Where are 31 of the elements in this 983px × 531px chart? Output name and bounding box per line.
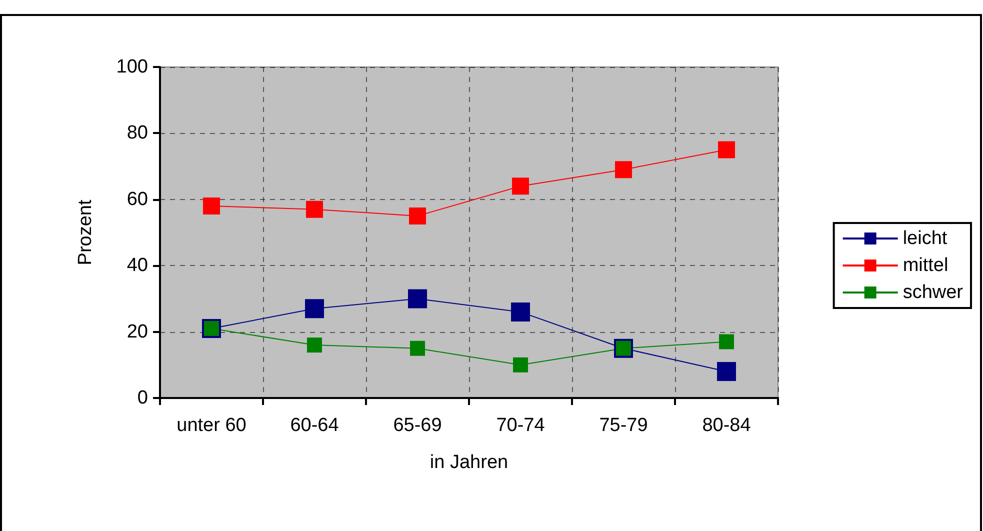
y-tick-label: 60 xyxy=(126,188,148,210)
point xyxy=(203,198,220,215)
x-tick-label: 70-74 xyxy=(496,415,546,436)
x-tick-label: unter 60 xyxy=(176,415,246,436)
x-tick-label: 60-64 xyxy=(290,415,340,436)
point xyxy=(717,362,736,382)
x-tick-label: 80-84 xyxy=(702,415,752,436)
x-tick-label: 65-69 xyxy=(393,415,442,436)
point xyxy=(719,334,734,350)
point xyxy=(512,178,529,195)
point xyxy=(511,302,530,322)
point xyxy=(409,207,426,224)
x-axis-title: in Jahren xyxy=(430,452,508,473)
x-tick-label: 75-79 xyxy=(599,415,648,436)
legend-label: leicht xyxy=(902,228,948,249)
y-axis-title: Prozent xyxy=(75,199,96,266)
point xyxy=(410,340,425,356)
y-tick-label: 40 xyxy=(126,255,148,276)
point xyxy=(307,338,322,353)
point xyxy=(718,141,735,158)
y-tick-label: 100 xyxy=(116,56,148,78)
point xyxy=(408,289,427,308)
legend-label: schwer xyxy=(902,282,964,303)
y-tick-label: 80 xyxy=(126,122,148,144)
point xyxy=(615,161,632,178)
y-tick-label: 20 xyxy=(126,321,148,342)
point xyxy=(305,299,324,318)
y-tick-label: 0 xyxy=(137,388,148,408)
point xyxy=(513,357,528,372)
point xyxy=(306,200,323,218)
legend-label: mittel xyxy=(902,255,948,276)
